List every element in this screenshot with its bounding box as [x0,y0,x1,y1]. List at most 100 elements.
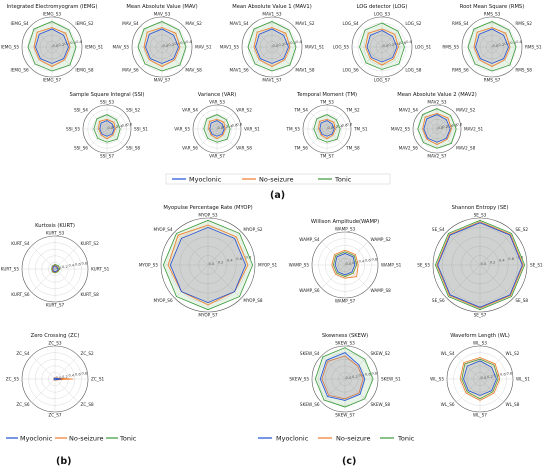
series-tonic [314,347,374,408]
axis-label: LOG_S7 [374,77,390,82]
tick-label: 0.6 [232,123,238,127]
spoke [216,111,235,130]
axis-label: ZC_S7 [48,412,62,417]
legend-b: Myoclonic No-seizure Tonic [6,435,137,443]
tick-label: 0.2 [487,375,493,379]
spoke [161,25,184,48]
axis-label: SKEW_S7 [335,412,355,417]
spoke [321,264,346,289]
spoke [199,111,218,130]
axis-label: MAV2_S3 [427,99,446,104]
axis-label: TM_S8 [345,145,360,150]
axis-label: MYOP_S6 [153,298,173,303]
spoke [491,46,514,69]
legend-c-no-seizure: No-seizure [336,435,371,443]
tick-label: 0.0 [218,126,224,130]
axis-label: MYOP_S4 [153,227,173,232]
tick-label: 0.0 [328,126,334,130]
spoke [344,355,369,380]
axis-label: MAV2_S4 [399,107,418,112]
series-no-seizure [33,27,71,67]
series-myoclonic [145,28,179,64]
tick-label: 0.6 [122,123,128,127]
axis-label: IEMG_S1 [85,44,103,49]
axis-label: KURT_S3 [46,230,65,235]
axis-label: MYOP_S1 [258,262,278,267]
spoke [161,46,184,69]
spoke [54,355,79,380]
axis-label: SKEW_S5 [289,376,309,381]
panel-title: Skewness (SKEW) [322,333,368,339]
spoke [106,128,125,147]
tick-label: 0.8 [76,40,82,44]
panel-title: Integrated Electromyogram (IEMG) [7,4,98,10]
tick-label: 0.8 [371,257,377,261]
axis-label: WL_S8 [505,402,519,407]
axis-label: WAMP_S1 [381,262,402,267]
spoke [344,378,369,403]
spoke [51,25,74,48]
axis-label: ZC_S8 [80,402,94,407]
panel-title: LOG detector (LOG) [357,4,408,10]
spoke [174,264,209,299]
axis-label: WAMP_S3 [335,226,356,231]
axis-label: LOG_S5 [333,44,349,49]
axis-label: KURT_S6 [11,292,30,297]
radar-panel-11: ZC_S1 ZC_S2 ZC_S3 ZC_S4 ZC_S5 ZC_S6 ZC_S7 ZC_S8… [6,333,105,417]
axis-label: MAV2_S2 [456,107,475,112]
series-no-seizure [208,118,226,140]
axis-label: SE_S6 [432,298,445,303]
radar-panel-4: LOG_S1 LOG_S2 LOG_S3 LOG_S4 LOG_S5 LOG_S6 LOG_… [333,4,432,82]
axis-label: SKEW_S6 [300,402,320,407]
axis-label: SKEW_S4 [300,351,320,356]
axis-label: MYOP_S3 [198,212,218,217]
tick-label: 0.8 [81,261,87,265]
axis-label: LOG_S3 [374,11,390,16]
axis-label: MAV1_S3 [262,11,281,16]
axis-label: MAV1_S1 [305,44,324,49]
axis-label: MAV1_S6 [230,68,249,73]
tick-label: 0.8 [406,40,412,44]
panel-title: Root Mean Square (RMS) [460,4,525,10]
radar-panel-12: MYOP_S1 MYOP_S2 MYOP_S3 MYOP_S4 MYOP_S5 MYOP_… [139,205,278,317]
radar-panel-14: SE_S1 SE_S2 SE_S3 SE_S4 SE_S5 SE_S6 SE_S7 SE_S8… [417,205,543,317]
axis-label: MAV2_S1 [464,126,483,131]
axis-label: ZC_S2 [80,351,94,356]
tick-label: 0.4 [68,374,74,378]
radar-panel-6: SSI_S1 SSI_S2 SSI_S3 SSI_S4 SSI_S5 SSI_S6 SSI_… [66,92,148,158]
axis-label: IEMG_S5 [1,44,19,49]
axis-label: LOG_S8 [405,68,421,73]
spoke [30,46,53,69]
tick-label: 0.2 [62,265,68,269]
series-myoclonic [35,28,69,64]
axis-label: MAV1_S4 [230,21,249,26]
axis-label: ZC_S6 [16,402,30,407]
series-no-seizure [98,118,116,140]
panel-title: Myopulse Percentage Rate (MYOP) [163,205,252,211]
tick-label: 0.8 [518,255,524,259]
spoke [250,46,273,69]
tick-label: 0.4 [358,260,364,264]
axis-label: WAMP_S8 [370,288,391,293]
axis-label: KURT_S5 [1,266,20,271]
tick-label: 0.4 [227,124,233,128]
axis-label: WAMP_S5 [289,262,310,267]
spoke [207,231,242,266]
axis-label: SKEW_S2 [370,351,390,356]
axis-label: MAV2_S5 [391,126,410,131]
tick-label: 0.2 [278,43,284,47]
axis-label: ZC_S3 [48,340,62,345]
tick-label: 0.8 [456,123,462,127]
axis-label: WAMP_S6 [299,288,320,293]
tick-label: 0.2 [218,260,224,264]
tick-label: 0.4 [337,124,343,128]
tick-label: 0.2 [352,261,358,265]
axis-label: MAV_S2 [185,21,202,26]
tick-label: 0.2 [58,43,64,47]
legend-a: Myoclonic No-seizure Tonic [165,173,391,185]
spoke [309,128,328,147]
series-myoclonic [423,114,451,143]
axis-label: SSI_S2 [126,107,140,112]
axis-label: SKEW_S8 [370,402,390,407]
spoke [436,111,455,130]
